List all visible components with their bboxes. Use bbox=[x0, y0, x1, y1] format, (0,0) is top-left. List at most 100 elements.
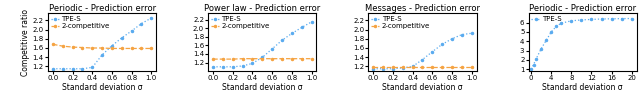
TPE-S bbox=[468, 33, 476, 34]
Line: TPE-S: TPE-S bbox=[530, 18, 633, 70]
TPE-S bbox=[369, 68, 377, 69]
TPE-S bbox=[268, 48, 276, 49]
2-competitive bbox=[239, 58, 246, 59]
TPE-S bbox=[59, 68, 67, 69]
Title: Messages - Prediction error: Messages - Prediction error bbox=[365, 4, 480, 13]
2-competitive bbox=[147, 48, 155, 49]
TPE-S bbox=[552, 26, 560, 27]
Title: Periodic - Prediction error: Periodic - Prediction error bbox=[529, 4, 636, 13]
TPE-S bbox=[147, 17, 155, 19]
TPE-S bbox=[298, 27, 305, 28]
TPE-S bbox=[138, 23, 145, 24]
2-competitive bbox=[59, 46, 67, 47]
TPE-S bbox=[419, 59, 426, 60]
Title: Power law - Prediction error: Power law - Prediction error bbox=[204, 4, 321, 13]
Title: Periodic - Prediction error: Periodic - Prediction error bbox=[49, 4, 156, 13]
TPE-S bbox=[68, 68, 76, 69]
TPE-S bbox=[530, 64, 538, 65]
X-axis label: Standard deviation σ: Standard deviation σ bbox=[222, 83, 303, 92]
TPE-S bbox=[618, 18, 625, 19]
2-competitive bbox=[468, 67, 476, 68]
Line: 2-competitive: 2-competitive bbox=[372, 66, 473, 68]
X-axis label: Standard deviation σ: Standard deviation σ bbox=[62, 83, 142, 92]
2-competitive bbox=[268, 58, 276, 59]
TPE-S bbox=[628, 18, 636, 19]
TPE-S bbox=[458, 34, 466, 35]
Line: TPE-S: TPE-S bbox=[372, 32, 473, 70]
TPE-S bbox=[409, 66, 417, 67]
Legend: TPE-S, 2-competitive: TPE-S, 2-competitive bbox=[50, 15, 110, 30]
2-competitive bbox=[298, 58, 305, 59]
2-competitive bbox=[259, 58, 266, 59]
2-competitive bbox=[419, 67, 426, 68]
TPE-S bbox=[49, 68, 57, 69]
TPE-S bbox=[389, 68, 397, 69]
X-axis label: Standard deviation σ: Standard deviation σ bbox=[543, 83, 623, 92]
TPE-S bbox=[108, 45, 116, 46]
TPE-S bbox=[79, 68, 86, 69]
2-competitive bbox=[209, 59, 217, 60]
TPE-S bbox=[538, 48, 545, 49]
TPE-S bbox=[380, 68, 387, 69]
TPE-S bbox=[542, 40, 550, 41]
TPE-S bbox=[248, 63, 256, 64]
Y-axis label: Competitive ratio: Competitive ratio bbox=[21, 9, 30, 76]
2-competitive bbox=[219, 59, 227, 60]
Line: 2-competitive: 2-competitive bbox=[52, 43, 152, 50]
TPE-S bbox=[577, 19, 585, 20]
2-competitive bbox=[118, 48, 125, 49]
2-competitive bbox=[429, 67, 436, 68]
2-competitive bbox=[380, 67, 387, 68]
TPE-S bbox=[399, 67, 406, 68]
2-competitive bbox=[399, 67, 406, 68]
TPE-S bbox=[239, 65, 246, 67]
2-competitive bbox=[138, 48, 145, 49]
TPE-S bbox=[259, 57, 266, 58]
TPE-S bbox=[209, 66, 217, 67]
TPE-S bbox=[557, 23, 565, 24]
TPE-S bbox=[568, 20, 575, 21]
Line: 2-competitive: 2-competitive bbox=[212, 58, 312, 60]
TPE-S bbox=[229, 66, 237, 67]
2-competitive bbox=[128, 48, 136, 49]
TPE-S bbox=[448, 38, 456, 39]
TPE-S bbox=[288, 33, 296, 34]
TPE-S bbox=[88, 67, 96, 68]
2-competitive bbox=[409, 67, 417, 68]
2-competitive bbox=[369, 67, 377, 68]
TPE-S bbox=[608, 18, 616, 19]
2-competitive bbox=[49, 44, 57, 45]
Legend: TPE-S, 2-competitive: TPE-S, 2-competitive bbox=[371, 15, 431, 30]
TPE-S bbox=[598, 18, 605, 20]
Legend: TPE-S: TPE-S bbox=[531, 15, 562, 23]
2-competitive bbox=[458, 67, 466, 68]
TPE-S bbox=[532, 58, 540, 60]
TPE-S bbox=[547, 31, 555, 33]
2-competitive bbox=[108, 48, 116, 49]
TPE-S bbox=[527, 69, 535, 70]
TPE-S bbox=[128, 30, 136, 32]
TPE-S bbox=[278, 40, 286, 41]
2-competitive bbox=[79, 47, 86, 48]
Legend: TPE-S, 2-competitive: TPE-S, 2-competitive bbox=[211, 15, 270, 30]
TPE-S bbox=[219, 66, 227, 67]
TPE-S bbox=[438, 44, 446, 45]
TPE-S bbox=[118, 37, 125, 38]
TPE-S bbox=[99, 54, 106, 56]
2-competitive bbox=[278, 58, 286, 59]
X-axis label: Standard deviation σ: Standard deviation σ bbox=[382, 83, 463, 92]
2-competitive bbox=[68, 46, 76, 48]
2-competitive bbox=[229, 59, 237, 60]
2-competitive bbox=[88, 47, 96, 49]
Line: TPE-S: TPE-S bbox=[212, 21, 312, 68]
2-competitive bbox=[308, 58, 316, 59]
2-competitive bbox=[288, 58, 296, 59]
TPE-S bbox=[429, 51, 436, 52]
2-competitive bbox=[389, 67, 397, 68]
2-competitive bbox=[248, 58, 256, 59]
2-competitive bbox=[448, 67, 456, 68]
TPE-S bbox=[308, 21, 316, 23]
2-competitive bbox=[438, 67, 446, 68]
Line: TPE-S: TPE-S bbox=[52, 17, 152, 70]
2-competitive bbox=[99, 47, 106, 49]
